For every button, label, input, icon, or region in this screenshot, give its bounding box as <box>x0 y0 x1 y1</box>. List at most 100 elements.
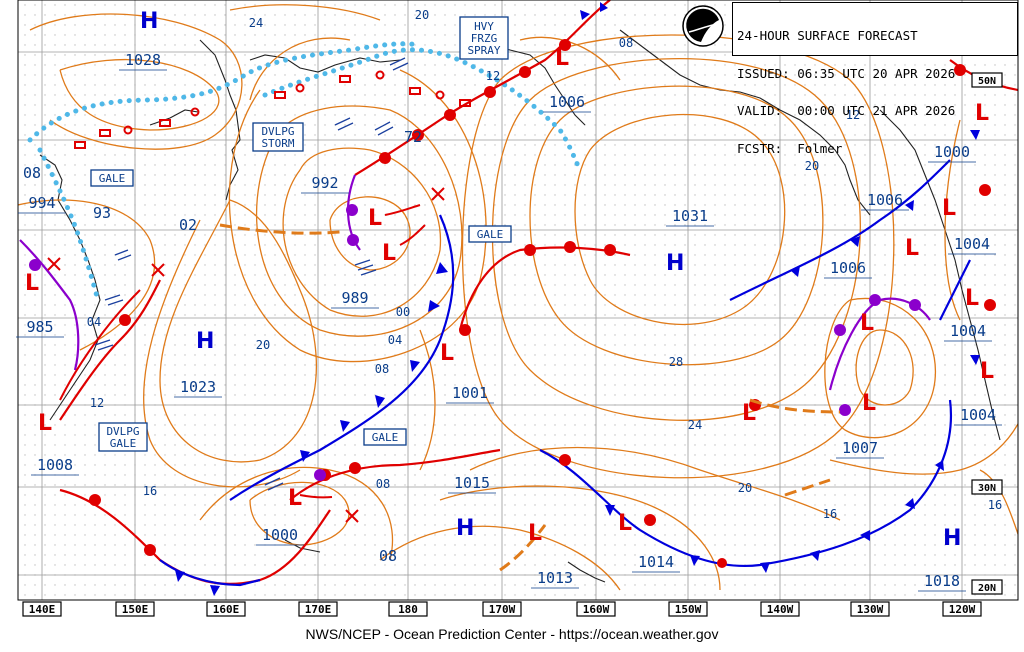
isobar-value-labels: 24 20 08 93 02 04 12 20 16 72 00 04 08 08 08 12 08 12 20 28… <box>23 8 1002 565</box>
svg-text:L: L <box>528 521 542 546</box>
pressure-value: 1014 <box>638 553 674 571</box>
ice-edge <box>27 41 583 303</box>
pressure-value: 1015 <box>454 474 490 492</box>
pressure-value: 1006 <box>830 259 866 277</box>
svg-text:L: L <box>965 286 979 311</box>
svg-text:L: L <box>860 311 874 336</box>
isobar-value: 08 <box>379 547 397 565</box>
svg-text:L: L <box>980 359 994 384</box>
longitude-label: 150E <box>115 601 155 617</box>
pressure-value: 1006 <box>549 93 585 111</box>
isobar-value: 08 <box>376 477 390 491</box>
svg-text:L: L <box>440 341 454 366</box>
low-centers: LL LL LL LL LL LL LL LL L <box>25 46 994 546</box>
pressure-value: 1031 <box>672 207 708 225</box>
isobar-value: 20 <box>415 8 429 22</box>
svg-text:L: L <box>555 46 569 71</box>
svg-text:L: L <box>975 101 989 126</box>
pressure-value: 1004 <box>950 322 986 340</box>
longitude-label: 170E <box>298 601 338 617</box>
wind-barbs <box>94 57 409 491</box>
isobar-value: 04 <box>87 315 101 329</box>
pressure-value: 989 <box>341 289 368 307</box>
freezing-spray-symbols <box>74 70 471 149</box>
latitude-label: 50N <box>971 72 1003 88</box>
svg-text:L: L <box>742 401 756 426</box>
isobar-value: 08 <box>375 362 389 376</box>
svg-text:20N: 20N <box>978 583 996 594</box>
isobar-value: 16 <box>143 484 157 498</box>
svg-text:H: H <box>140 9 158 34</box>
pressure-value: 1028 <box>125 51 161 69</box>
svg-text:150W: 150W <box>675 603 702 616</box>
longitude-labels: 140E 150E 160E 170E 180 170W 160W 150W 140W 130W 1… <box>22 601 982 617</box>
pressure-value: 1000 <box>262 526 298 544</box>
header-issued: ISSUED: 06:35 UTC 20 APR 2026 <box>737 65 956 81</box>
svg-text:130W: 130W <box>857 603 884 616</box>
track-arrows <box>59 204 426 499</box>
longitude-label: 180 <box>388 601 428 617</box>
pressure-value: 1000 <box>934 143 970 161</box>
svg-text:H: H <box>666 251 684 276</box>
latitude-labels: 50N 30N 20N <box>971 72 1003 595</box>
isobar-value: 04 <box>388 333 402 347</box>
svg-text:180: 180 <box>398 603 418 616</box>
svg-text:FRZG: FRZG <box>471 32 498 45</box>
svg-text:L: L <box>288 486 302 511</box>
longitude-label: 140W <box>760 601 800 617</box>
svg-text:H: H <box>456 516 474 541</box>
warning-box: GALE <box>468 225 512 243</box>
forecast-header: 24-HOUR SURFACE FORECAST ISSUED: 06:35 U… <box>732 2 1018 154</box>
map-frame <box>17 0 1019 601</box>
isobar-value: 20 <box>256 338 270 352</box>
header-forecaster: FCSTR: Folmer <box>737 140 843 156</box>
svg-text:L: L <box>942 196 956 221</box>
latitude-label: 30N <box>971 479 1003 495</box>
credit-line: NWS/NCEP - Ocean Prediction Center - htt… <box>305 626 719 642</box>
isobar-value: 20 <box>805 159 819 173</box>
forecast-x-marks <box>47 187 445 523</box>
svg-text:L: L <box>25 271 39 296</box>
longitude-label: 160W <box>576 601 616 617</box>
svg-text:160E: 160E <box>213 603 240 616</box>
front-markers <box>29 2 996 596</box>
header-title: 24-HOUR SURFACE FORECAST <box>737 28 918 43</box>
pressure-value: 1004 <box>960 406 996 424</box>
pressure-value: 1008 <box>37 456 73 474</box>
longitude-label: 130W <box>850 601 890 617</box>
pressure-value: 1006 <box>867 191 903 209</box>
troughs <box>219 223 841 572</box>
svg-text:GALE: GALE <box>99 172 126 185</box>
svg-text:DVLPG: DVLPG <box>106 425 139 438</box>
high-centers: H H H H H <box>140 9 961 551</box>
header-valid: VALID: 00:00 UTC 21 APR 2026 <box>737 103 956 118</box>
isobar-value: 12 <box>486 69 500 83</box>
isobar-value: 08 <box>619 36 633 50</box>
isobar-value: 16 <box>988 498 1002 512</box>
pressure-value: 1007 <box>842 439 878 457</box>
fronts <box>19 0 1018 587</box>
svg-text:H: H <box>196 329 214 354</box>
svg-text:L: L <box>368 206 382 231</box>
svg-text:DVLPG: DVLPG <box>261 125 294 138</box>
svg-text:HVY: HVY <box>474 20 494 33</box>
svg-text:H: H <box>943 526 961 551</box>
isobars <box>18 4 1018 591</box>
coastlines <box>39 29 1001 583</box>
svg-text:160W: 160W <box>583 603 610 616</box>
pressure-value: 1023 <box>180 378 216 396</box>
latitude-label: 20N <box>971 579 1003 595</box>
isobar-value: 20 <box>738 481 752 495</box>
warning-box: GALE <box>363 428 407 446</box>
svg-text:SPRAY: SPRAY <box>467 44 500 57</box>
isobar-value: 93 <box>93 204 111 222</box>
longitude-label: 170W <box>482 601 522 617</box>
svg-text:L: L <box>38 411 52 436</box>
svg-text:L: L <box>862 391 876 416</box>
svg-text:L: L <box>905 236 919 261</box>
